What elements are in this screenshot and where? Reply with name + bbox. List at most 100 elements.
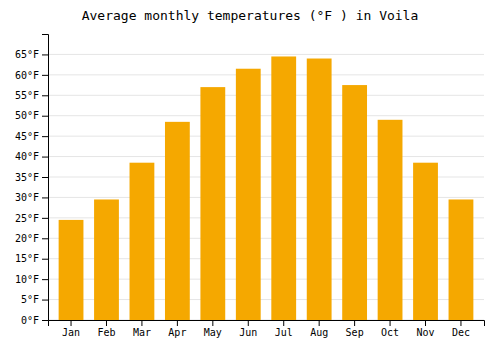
plot: 0°F 5°F 10°F 15°F 20°F 25°F 30°F 35°F 40°F 45°F 50… <box>15 35 485 339</box>
tick-mark <box>390 320 391 326</box>
tick-label: Sep <box>346 327 364 338</box>
tick: 50°F <box>15 110 48 121</box>
tick: Sep <box>346 320 364 338</box>
tick-label: 0°F <box>21 315 39 326</box>
bar <box>342 85 367 320</box>
tick-mark <box>212 320 213 326</box>
tick-mark <box>42 197 48 198</box>
tick-mark <box>319 320 320 326</box>
tick-mark <box>42 300 48 301</box>
tick-label: 45°F <box>15 131 39 142</box>
grid-line <box>48 54 484 55</box>
tick: Nov <box>416 320 434 338</box>
tick: 35°F <box>15 172 48 183</box>
x-axis: Jan Feb Mar Apr May Jun Jul Aug Sep Oct Nov Dec <box>49 320 485 338</box>
tick: Jul <box>275 320 293 338</box>
tick: 30°F <box>15 192 48 203</box>
tick: 10°F <box>15 274 48 285</box>
axis-line <box>42 35 49 321</box>
tick: Apr <box>168 320 186 338</box>
tick-label: 60°F <box>15 70 39 81</box>
tick-mark <box>42 95 48 96</box>
bar <box>236 69 261 320</box>
tick-mark <box>460 320 461 326</box>
grid-line <box>48 115 484 116</box>
grid-line <box>48 95 484 96</box>
bar <box>200 87 225 320</box>
tick-label: 55°F <box>15 90 39 101</box>
grid-line <box>48 136 484 137</box>
tick-label: 30°F <box>15 192 39 203</box>
tick: 5°F <box>21 294 48 305</box>
tick-label: Aug <box>310 327 328 338</box>
tick-label: Mar <box>133 327 151 338</box>
bar <box>165 122 190 320</box>
tick-label: 40°F <box>15 151 39 162</box>
tick: Feb <box>97 320 115 338</box>
tick: May <box>204 320 222 338</box>
tick-mark <box>141 320 142 326</box>
tick-label: 15°F <box>15 253 39 264</box>
tick-mark <box>248 320 249 326</box>
chart: Average monthly temperatures (°F ) in Vo… <box>0 0 500 350</box>
tick-mark <box>42 218 48 219</box>
tick-mark <box>42 320 48 321</box>
title: Average monthly temperatures (°F ) in Vo… <box>82 8 419 23</box>
bar <box>449 199 474 320</box>
tick-label: Dec <box>452 327 470 338</box>
tick: Jun <box>239 320 257 338</box>
tick-label: Jul <box>275 327 293 338</box>
bar <box>271 56 296 320</box>
tick: Jan <box>62 320 80 338</box>
tick-mark <box>425 320 426 326</box>
grid <box>48 54 484 320</box>
tick-mark <box>42 259 48 260</box>
tick-label: Nov <box>416 327 434 338</box>
tick: 65°F <box>15 49 48 60</box>
bar <box>378 120 403 320</box>
tick: 40°F <box>15 151 48 162</box>
bar <box>59 220 84 320</box>
grid-line <box>48 74 484 75</box>
tick-mark <box>42 177 48 178</box>
tick-label: 65°F <box>15 49 39 60</box>
tick: 25°F <box>15 213 48 224</box>
tick: Dec <box>452 320 470 338</box>
grid-line <box>48 156 484 157</box>
tick-mark <box>283 320 284 326</box>
tick-mark <box>42 279 48 280</box>
tick: 55°F <box>15 90 48 101</box>
tick-mark <box>71 320 72 326</box>
tick-label: 50°F <box>15 110 39 121</box>
tick: 0°F <box>21 315 48 326</box>
bar <box>94 199 119 320</box>
tick-label: 35°F <box>15 172 39 183</box>
y-axis: 0°F 5°F 10°F 15°F 20°F 25°F 30°F 35°F 40°F 45°F 50… <box>15 35 49 326</box>
bar <box>307 59 332 320</box>
tick-label: 25°F <box>15 213 39 224</box>
bar <box>413 163 438 320</box>
tick: 45°F <box>15 131 48 142</box>
tick-label: Jan <box>62 327 80 338</box>
axis-line <box>49 321 485 327</box>
tick-label: Jun <box>239 327 257 338</box>
tick-mark <box>42 75 48 76</box>
tick-mark <box>42 54 48 55</box>
tick: 15°F <box>15 253 48 264</box>
tick-mark <box>42 157 48 158</box>
tick-mark <box>42 116 48 117</box>
tick-mark <box>42 136 48 137</box>
tick-label: Apr <box>168 327 186 338</box>
tick-label: May <box>204 327 222 338</box>
tick: Mar <box>133 320 151 338</box>
bar <box>130 163 155 320</box>
tick-label: 5°F <box>21 294 39 305</box>
tick: 60°F <box>15 70 48 81</box>
tick: 20°F <box>15 233 48 244</box>
tick: Oct <box>381 320 399 338</box>
tick-label: 10°F <box>15 274 39 285</box>
tick-label: 20°F <box>15 233 39 244</box>
tick-label: Oct <box>381 327 399 338</box>
tick-mark <box>354 320 355 326</box>
bars <box>59 56 474 320</box>
